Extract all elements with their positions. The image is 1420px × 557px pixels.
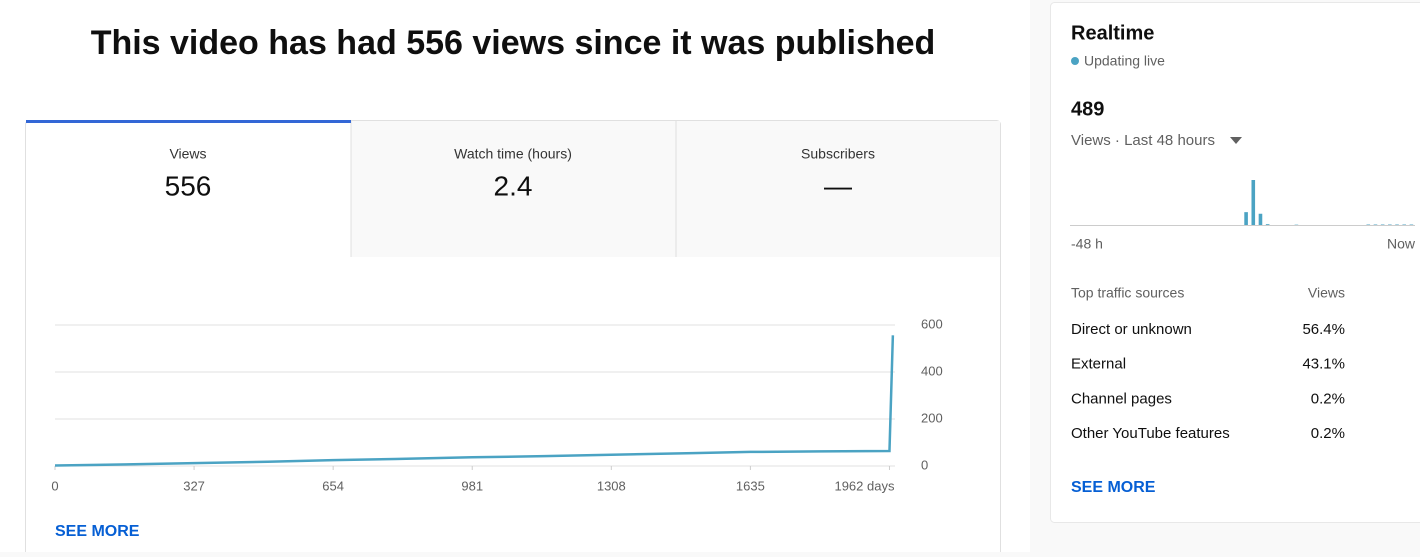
realtime-card [1051, 3, 1420, 523]
source-share: 0.2% [1311, 425, 1345, 442]
tab-label: Watch time (hours) [454, 146, 572, 162]
x-tick-label: 1308 [597, 478, 626, 493]
realtime-metric[interactable]: Views · Last 48 hours [1071, 132, 1215, 149]
source-share: 56.4% [1302, 321, 1345, 338]
realtime-bar [1259, 214, 1263, 225]
live-dot [1071, 57, 1079, 65]
x-tick-label: 0 [51, 478, 58, 493]
x-end-label: Now [1387, 236, 1416, 252]
y-tick-label: 400 [921, 363, 943, 378]
tab-value: 556 [165, 170, 212, 201]
x-tick-label: 1962 days [834, 478, 894, 493]
source-share: 0.2% [1311, 390, 1345, 407]
tab-indicator [26, 120, 351, 123]
x-tick-label: 1635 [736, 478, 765, 493]
realtime-count: 489 [1071, 98, 1104, 120]
headline: This video has had 556 views since it wa… [91, 24, 936, 62]
table-header: Views [1308, 285, 1345, 301]
y-tick-label: 600 [921, 316, 943, 331]
realtime-see-more[interactable]: SEE MORE [1071, 479, 1156, 496]
tab-label: Views [169, 146, 206, 162]
realtime-bar [1266, 224, 1270, 225]
source-name: Other YouTube features [1071, 425, 1230, 442]
y-tick-label: 200 [921, 410, 943, 425]
source-share: 43.1% [1302, 356, 1345, 373]
x-tick-label: 981 [461, 478, 483, 493]
x-tick-label: 654 [322, 478, 344, 493]
source-name: External [1071, 356, 1126, 373]
see-more[interactable]: SEE MORE [55, 523, 140, 540]
live-status: Updating live [1084, 53, 1165, 69]
table-header: Top traffic sources [1071, 285, 1184, 301]
tab-label: Subscribers [801, 146, 875, 162]
source-name: Channel pages [1071, 390, 1172, 407]
realtime-title: Realtime [1071, 22, 1154, 44]
tab-value: 2.4 [494, 170, 533, 201]
realtime-bar [1251, 180, 1255, 225]
realtime-bar [1244, 212, 1248, 225]
tab-value: — [824, 170, 852, 201]
source-name: Direct or unknown [1071, 321, 1192, 338]
x-tick-label: 327 [183, 478, 205, 493]
y-tick-label: 0 [921, 457, 928, 472]
x-start-label: -48 h [1071, 236, 1103, 252]
